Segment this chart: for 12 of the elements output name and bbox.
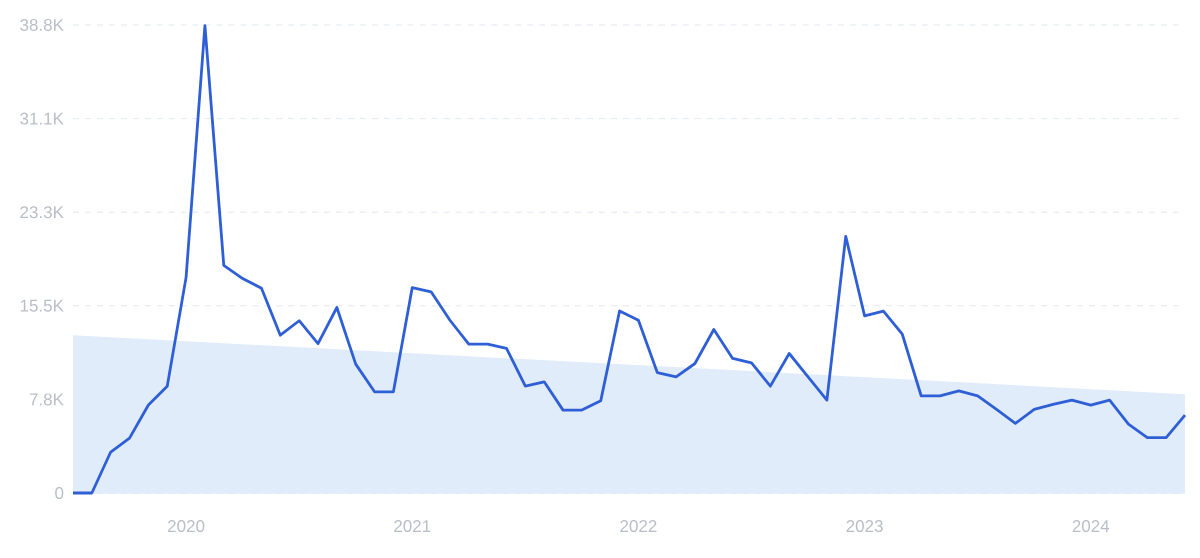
x-tick-label: 2024 [1072,520,1110,533]
y-tick-label: 0 [55,486,64,500]
y-tick-label: 38.8K [20,18,64,31]
y-tick-label: 15.5K [20,299,64,312]
y-tick-label: 23.3K [20,206,64,219]
x-tick-label: 2020 [168,520,205,533]
x-tick-label: 2021 [394,520,431,533]
y-tick-label: 7.8K [29,393,64,406]
y-tick-label: 31.1K [20,112,64,125]
x-tick-label: 2023 [846,520,883,533]
line-series [71,24,1187,495]
x-tick-label: 2022 [620,520,657,533]
